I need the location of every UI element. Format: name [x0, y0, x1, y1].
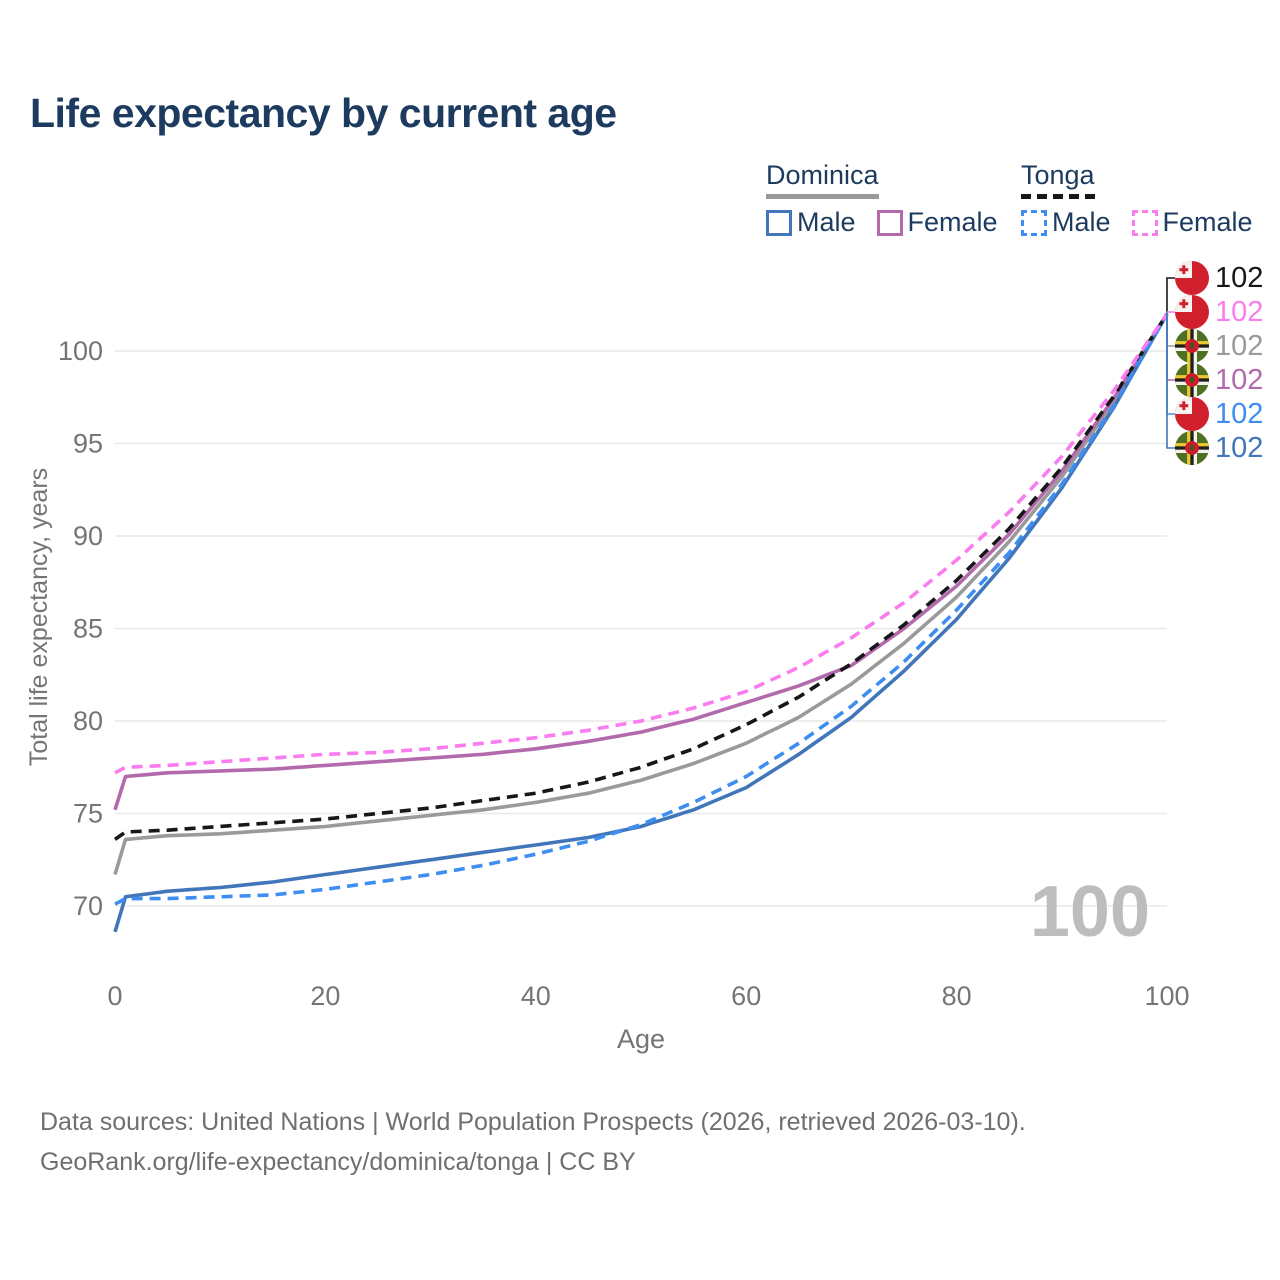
- footer-sources: Data sources: United Nations | World Pop…: [40, 1108, 1026, 1136]
- legend-label-tonga-female[interactable]: Female: [1162, 207, 1253, 237]
- legend-swatch-tonga-male[interactable]: [1021, 209, 1047, 236]
- series-line-tonga: [113, 313, 1169, 841]
- tonga-underline: [1021, 194, 1095, 199]
- legend-group-tonga: Tonga Male Female: [1021, 160, 1274, 238]
- x-tick-0: 0: [107, 981, 122, 1011]
- x-tick-80: 80: [942, 981, 972, 1011]
- dominica-underline: [766, 194, 879, 199]
- series-line-dominica-female: [113, 313, 1169, 811]
- legend-swatch-dominica-male[interactable]: [766, 209, 792, 236]
- page-title: Life expectancy by current age: [30, 90, 617, 136]
- age-watermark: 100: [1029, 872, 1150, 952]
- y-tick-85: 85: [73, 614, 103, 644]
- end-connector-dominica-male: [1166, 312, 1175, 449]
- series-line-dominica: [113, 313, 1169, 876]
- end-connector-tonga: [1166, 277, 1175, 312]
- legend-country-tonga: Tonga: [1021, 160, 1095, 199]
- series-line-tonga-male: [114, 313, 1169, 906]
- legend-label-dominica-male[interactable]: Male: [797, 207, 856, 237]
- end-connector-tonga-male: [1166, 312, 1175, 415]
- legend-country-dominica: Dominica: [766, 160, 879, 199]
- y-tick-70: 70: [73, 891, 103, 921]
- y-tick-90: 90: [73, 521, 103, 551]
- legend-country-tonga-label: Tonga: [1021, 160, 1095, 190]
- series-line-dominica-male: [113, 313, 1169, 933]
- footer-attribution: GeoRank.org/life-expectancy/dominica/ton…: [40, 1148, 636, 1176]
- legend-country-dominica-label: Dominica: [766, 160, 879, 190]
- y-tick-95: 95: [73, 429, 103, 459]
- legend-swatch-dominica-female[interactable]: [876, 209, 903, 236]
- y-tick-75: 75: [73, 799, 103, 829]
- legend-group-dominica: Dominica Male Female: [766, 160, 1019, 238]
- y-tick-80: 80: [73, 706, 103, 736]
- x-tick-20: 20: [310, 981, 340, 1011]
- y-axis-label: Total life expectancy, years: [25, 468, 53, 766]
- y-tick-100: 100: [58, 336, 103, 366]
- x-tick-60: 60: [731, 981, 761, 1011]
- x-axis-label: Age: [617, 1024, 665, 1054]
- x-tick-100: 100: [1144, 981, 1189, 1011]
- end-connector-dominica: [1166, 312, 1175, 347]
- legend-label-tonga-male[interactable]: Male: [1052, 207, 1111, 237]
- legend-label-dominica-female[interactable]: Female: [907, 207, 998, 237]
- legend-swatch-tonga-female[interactable]: [1131, 209, 1158, 236]
- x-tick-40: 40: [521, 981, 551, 1011]
- series-line-tonga-female: [114, 312, 1169, 775]
